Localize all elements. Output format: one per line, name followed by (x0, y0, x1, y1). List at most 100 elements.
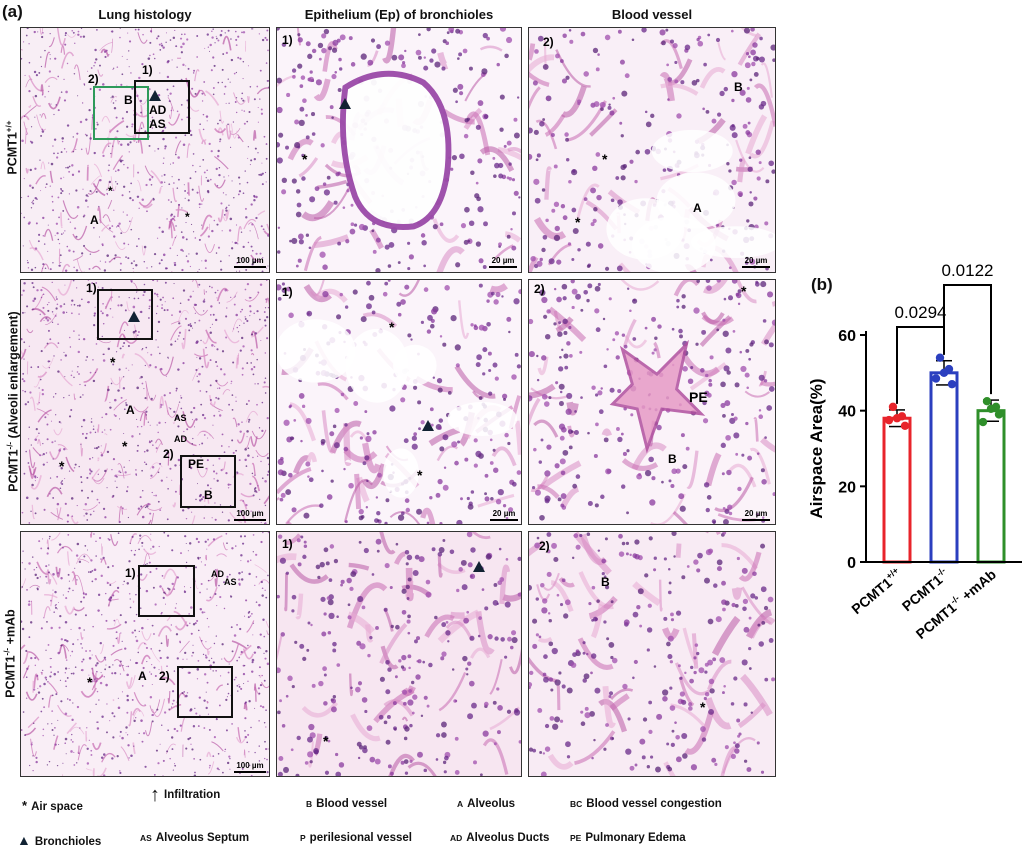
marker: A (90, 213, 99, 227)
histology-texture (529, 280, 775, 524)
zoom-box-1 (138, 565, 195, 617)
row-label-knockout: PCMT1-/- (Alveoli enlargement) (5, 311, 21, 492)
panel-b-label: (b) (811, 275, 833, 294)
scale-bar: 20 µm (490, 509, 518, 521)
y-tick-label: 0 (847, 555, 856, 572)
scale-bar: 20 µm (742, 509, 770, 521)
tile-r2-lung: 1) * A AS * AD * 2) PE B 100 µm (20, 279, 270, 525)
zoom-box-1 (134, 80, 190, 134)
bronchiole-marker-icon (422, 420, 434, 431)
marker: * (59, 458, 65, 474)
bar (929, 371, 959, 564)
marker: 2) (88, 72, 99, 86)
legend-alveolus-ducts: AD Alveolus Ducts (450, 832, 550, 844)
legend-infiltration: ↑ Infiltration (150, 784, 221, 806)
p-value-label: 0.0294 (895, 303, 947, 322)
bronchiole-marker-icon (473, 561, 485, 572)
zoom-box-2 (93, 86, 149, 140)
data-point (900, 421, 910, 430)
marker: 1) (282, 537, 293, 551)
scale-bar: 20 µm (742, 256, 770, 268)
row-label-wildtype: PCMT1+/+ (4, 120, 20, 175)
tile-r1-epithelium: 1) * 20 µm (276, 27, 522, 273)
marker: * (741, 283, 747, 299)
marker: AS (174, 413, 187, 423)
bronchiole-marker-icon (149, 90, 161, 101)
legend-alveolus: A Alveolus (457, 798, 516, 810)
marker: 1) (282, 285, 293, 299)
bronchiole-marker-icon (128, 311, 140, 322)
marker: 1) (125, 566, 136, 580)
significance-bracket (896, 326, 945, 404)
marker: B (668, 452, 677, 466)
histology-texture (277, 28, 521, 272)
marker: 2) (543, 35, 554, 49)
data-point (884, 415, 894, 425)
marker: * (700, 699, 706, 715)
significance-bracket (943, 284, 992, 395)
tile-r2-vessel: 2) * PE B 20 µm (528, 279, 776, 525)
bar (976, 409, 1006, 564)
marker: 2) (534, 282, 545, 296)
marker: AD (211, 569, 224, 579)
bar (882, 416, 912, 564)
tile-r3-epithelium: 1) * (276, 531, 522, 777)
marker: B (601, 575, 610, 589)
marker: B (124, 93, 133, 107)
column-header-epithelium: Epithelium (Ep) of bronchioles (304, 7, 494, 22)
marker: A (693, 201, 702, 215)
zoom-box-2 (180, 455, 236, 508)
scale-bar: 100 µm (234, 256, 266, 268)
tile-r3-vessel: 2) B * (528, 531, 776, 777)
scale-bar: 20 µm (489, 256, 517, 268)
legend-bronchioles: ▲ Bronchioles (17, 832, 102, 848)
marker: * (110, 354, 116, 370)
marker: 2) (163, 447, 174, 461)
data-point (978, 417, 988, 427)
marker: 1) (282, 33, 293, 47)
tile-r1-vessel: 2) B * * A 20 µm (528, 27, 776, 273)
column-header-lung-histology: Lung histology (98, 7, 192, 22)
marker: AD (174, 434, 187, 444)
legend-alveolus-septum: AS Alveolus Septum (140, 832, 250, 844)
category-label: PCMT1-/- +mAb (912, 565, 999, 642)
tile-r1-lung: 2) 1) B AD AS * * A 100 µm (20, 27, 270, 273)
marker: * (87, 674, 93, 690)
marker: * (417, 467, 423, 483)
marker: * (302, 151, 308, 167)
marker: * (185, 210, 190, 224)
marker: B (734, 80, 743, 94)
marker: * (575, 214, 581, 230)
data-point (947, 379, 957, 389)
marker: * (602, 151, 608, 167)
bronchiole-marker-icon (339, 98, 351, 109)
scale-bar: 100 µm (234, 761, 266, 773)
histology-texture (277, 532, 521, 776)
category-label: PCMT1+/+ (848, 565, 905, 617)
marker: AS (149, 117, 166, 131)
data-point (892, 414, 902, 423)
p-value-label: 0.0122 (942, 261, 994, 280)
zoom-box-1 (97, 289, 153, 340)
column-header-blood-vessel: Blood vessel (611, 7, 693, 22)
data-point (888, 402, 898, 412)
tile-r2-epithelium: 1) * * 20 µm (276, 279, 522, 525)
histology-texture (21, 532, 269, 776)
histology-texture (529, 532, 775, 776)
legend-air-space: * Air space (22, 798, 83, 813)
data-point (931, 374, 941, 383)
legend-blood-vessel-congestion: BC Blood vessel congestion (570, 798, 722, 810)
tile-r3-lung: 1) AD AS * A 2) 100 µm (20, 531, 270, 777)
marker: 1) (142, 63, 153, 77)
data-point (982, 397, 992, 406)
marker: * (323, 733, 329, 749)
data-point (939, 368, 949, 378)
y-tick-label: 40 (838, 404, 856, 421)
panel-a-label: (a) (2, 2, 23, 21)
marker: B (204, 488, 213, 502)
data-point (986, 404, 996, 413)
marker: 2) (159, 669, 170, 683)
marker: A (126, 403, 135, 417)
